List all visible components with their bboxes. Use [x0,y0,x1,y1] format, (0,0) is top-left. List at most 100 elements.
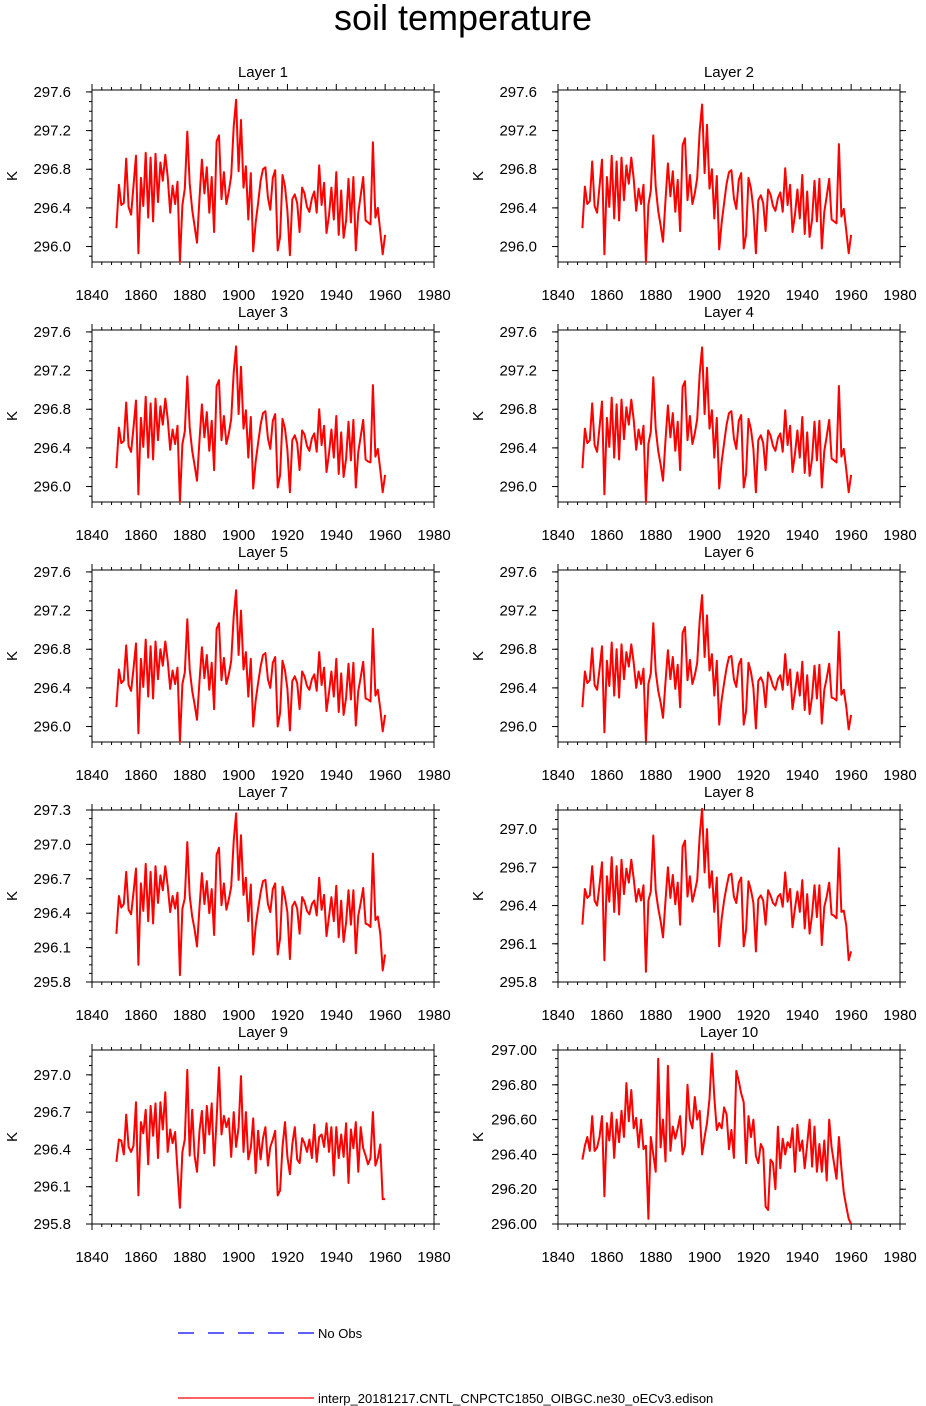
x-tick-label: 1960 [834,527,867,544]
x-tick-label: 1940 [786,1007,819,1024]
x-tick-label: 1960 [834,287,867,304]
x-tick-label: 1920 [737,1007,770,1024]
y-tick-label: 296.4 [33,680,71,697]
y-tick-label: 295.8 [33,1216,71,1233]
x-tick-label: 1860 [590,287,623,304]
y-tick-label: 297.00 [491,1042,537,1059]
x-tick-label: 1980 [417,767,450,784]
legend-label-no-obs: No Obs [318,1326,363,1341]
x-tick-label: 1920 [271,1249,304,1266]
x-tick-label: 1920 [271,287,304,304]
chart-layer-9: Layer 9 K 1840 1860 1880 1900 1920 1940 1960 1980… [4,1024,451,1266]
y-axis-label: K [4,891,21,901]
y-axis-label: K [4,651,21,661]
x-tick-label: 1880 [639,287,672,304]
chart-layer-4: Layer 4 K 1840 1860 1880 1900 1920 1940 1960 1980… [470,304,917,544]
y-tick-label: 297.2 [499,123,537,140]
x-tick-label: 1840 [75,1249,108,1266]
x-tick-label: 1840 [541,527,574,544]
y-tick-label: 296.1 [33,940,71,957]
x-tick-label: 1960 [368,527,401,544]
y-tick-label: 296.8 [33,161,71,178]
series-line-1 [581,594,853,742]
x-tick-label: 1980 [883,1007,916,1024]
y-tick-label: 296.4 [499,200,537,217]
y-axis-label: K [470,411,487,421]
y-tick-label: 297.2 [499,603,537,620]
chart-layer-2: Layer 2 K 1840 1860 1880 1900 1920 1940 1960 1980… [470,64,917,304]
x-tick-label: 1860 [124,287,157,304]
x-tick-label: 1840 [75,1007,108,1024]
y-axis-label: K [4,171,21,181]
y-axis-label: K [470,891,487,901]
y-tick-label: 297.3 [33,802,71,819]
x-tick-label: 1960 [368,1249,401,1266]
x-tick-label: 1900 [222,1249,255,1266]
y-tick-label: 296.4 [33,440,71,457]
x-tick-label: 1940 [786,767,819,784]
x-tick-label: 1920 [271,527,304,544]
y-tick-label: 297.6 [499,84,537,101]
series-line-1 [581,346,853,503]
x-tick-label: 1880 [639,767,672,784]
page-title: soil temperature [333,0,593,38]
x-tick-label: 1880 [639,1249,672,1266]
series-line-1 [115,812,387,977]
chart-title: Layer 7 [238,784,288,801]
x-tick-label: 1880 [173,1249,206,1266]
y-axis-label: K [4,411,21,421]
chart-title: Layer 6 [704,544,754,561]
y-tick-label: 296.0 [499,239,537,256]
x-tick-label: 1900 [222,767,255,784]
x-tick-label: 1940 [786,287,819,304]
x-tick-label: 1920 [271,1007,304,1024]
y-tick-label: 296.0 [33,479,71,496]
x-tick-label: 1900 [688,1249,721,1266]
x-tick-label: 1960 [368,1007,401,1024]
y-tick-label: 296.40 [491,1146,537,1163]
y-tick-label: 296.0 [33,239,71,256]
x-tick-label: 1860 [590,767,623,784]
x-tick-label: 1940 [786,527,819,544]
y-tick-label: 297.0 [33,1067,71,1084]
chart-title: Layer 10 [700,1024,758,1041]
plot-frame [91,569,435,743]
chart-layer-1: Layer 1 K 1840 1860 1880 1900 1920 1940 1960 1980… [4,64,451,304]
y-tick-label: 296.7 [33,871,71,888]
series-line-1 [115,589,387,743]
y-tick-label: 296.4 [33,905,71,922]
x-tick-label: 1960 [368,287,401,304]
plot-frame [557,329,901,503]
y-tick-label: 296.4 [499,680,537,697]
series-line-1 [115,345,387,503]
y-tick-label: 297.0 [33,836,71,853]
x-tick-label: 1900 [688,767,721,784]
y-tick-label: 296.4 [33,200,71,217]
y-tick-label: 297.2 [33,123,71,140]
chart-layer-7: Layer 7 K 1840 1860 1880 1900 1920 1940 1960 1980… [4,784,451,1024]
x-tick-label: 1880 [173,527,206,544]
x-tick-label: 1940 [320,1249,353,1266]
x-tick-label: 1980 [883,767,916,784]
x-tick-label: 1840 [75,287,108,304]
x-tick-label: 1940 [320,1007,353,1024]
x-tick-label: 1860 [124,527,157,544]
x-tick-label: 1920 [737,527,770,544]
chart-title: Layer 8 [704,784,754,801]
y-tick-label: 297.2 [499,363,537,380]
y-tick-label: 296.8 [33,401,71,418]
series-line-1 [581,1052,853,1225]
chart-title: Layer 1 [238,64,288,81]
y-tick-label: 296.20 [491,1181,537,1198]
x-tick-label: 1900 [688,287,721,304]
y-tick-label: 296.4 [499,898,537,915]
x-tick-label: 1920 [271,767,304,784]
plot-frame [91,329,435,503]
y-tick-label: 297.2 [33,363,71,380]
series-line-1 [581,807,853,973]
x-tick-label: 1980 [883,527,916,544]
y-tick-label: 297.6 [33,84,71,101]
x-tick-label: 1900 [688,527,721,544]
y-tick-label: 296.7 [33,1104,71,1121]
